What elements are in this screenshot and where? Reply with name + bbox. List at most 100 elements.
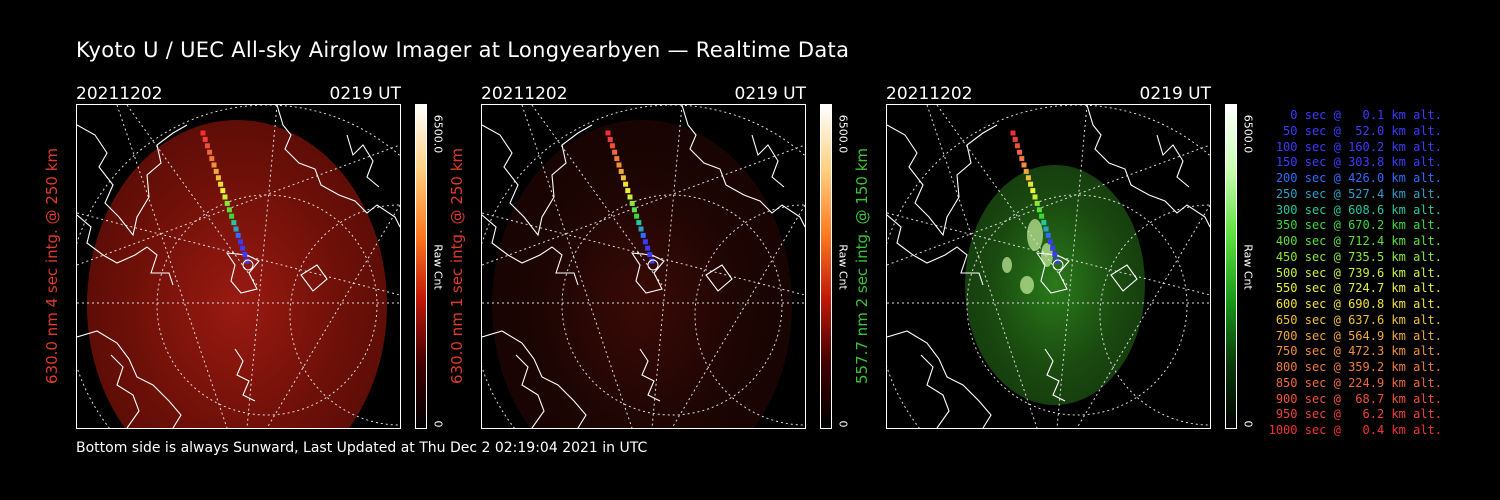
track-marker [1032, 194, 1038, 200]
track-marker [642, 239, 648, 245]
imager-panel-630nm-4sec: 20211202 0219 UT 630.0 nm 4 sec intg. @ … [43, 84, 476, 430]
legend-entry: 600 sec @ 690.8 km alt. [1275, 297, 1442, 311]
geo-grid [482, 105, 805, 428]
legend-entry: 150 sec @ 303.8 km alt. [1275, 155, 1442, 170]
station-marker [647, 259, 659, 271]
track-marker [638, 226, 644, 232]
track-marker [209, 156, 215, 162]
airglow-region [87, 120, 387, 428]
legend-entry: 250 sec @ 527.4 km alt. [1275, 186, 1442, 201]
colorbar-min: 0 [1241, 420, 1255, 428]
legend-entry: 950 sec @ 6.2 km alt. [1275, 407, 1442, 422]
track-marker [1036, 207, 1042, 213]
track-marker [1041, 220, 1047, 226]
colorbar-min: 0 [431, 420, 445, 428]
track-marker [1023, 168, 1029, 174]
track-marker [1050, 245, 1056, 251]
legend-entry: 300 sec @ 608.6 km alt. [1275, 202, 1442, 217]
track-marker [204, 143, 210, 149]
legend-entry: 100 sec @ 160.2 km alt. [1275, 139, 1442, 154]
legend-entry: 50 sec @ 52.0 km alt. [1283, 123, 1442, 138]
track-marker [233, 226, 239, 232]
imager-panel-557nm-2sec: 20211202 0219 UT 557.7 nm 2 sec intg. @ … [853, 84, 1286, 430]
track-marker [207, 149, 213, 155]
track-marker [618, 168, 624, 174]
track-marker [1010, 130, 1016, 136]
panel-date: 20211202 [481, 84, 568, 104]
panel-ylabel: 630.0 nm 4 sec intg. @ 250 km [43, 147, 61, 385]
panel-time: 0219 UT [1139, 84, 1212, 104]
track-marker [1025, 175, 1031, 181]
panel-date: 20211202 [886, 84, 973, 104]
track-marker [629, 200, 635, 206]
track-marker [1030, 188, 1036, 194]
colorbar-unit: Raw Cnt [1241, 244, 1255, 290]
track-marker [623, 181, 629, 187]
track-marker [1019, 156, 1025, 162]
airglow-region [492, 120, 792, 428]
legend-entry: 550 sec @ 724.7 km alt. [1275, 281, 1442, 296]
track-marker [625, 188, 631, 194]
allsky-image [76, 104, 401, 429]
legend-entry: 400 sec @ 712.4 km alt. [1275, 234, 1442, 248]
colorbar [415, 104, 427, 429]
track-marker [1054, 258, 1060, 264]
sky-map [887, 105, 1210, 428]
track-marker [218, 181, 224, 187]
legend-entry: 650 sec @ 637.6 km alt. [1275, 312, 1442, 327]
track-marker [240, 245, 246, 251]
panel-date: 20211202 [76, 84, 163, 104]
station-marker [1052, 259, 1064, 271]
aurora-patch [1002, 257, 1012, 273]
track-marker [631, 207, 637, 213]
track-marker [627, 194, 633, 200]
track-marker [645, 245, 651, 251]
legend-entry: 500 sec @ 739.6 km alt. [1275, 265, 1442, 280]
legend-entry: 850 sec @ 224.9 km alt. [1275, 375, 1442, 390]
track-marker [202, 136, 208, 142]
coastline [482, 105, 805, 428]
colorbar-max: 6500.0 [1241, 114, 1255, 154]
aurora-patch [1020, 276, 1034, 294]
track-marker [1052, 252, 1058, 258]
panel-time: 0219 UT [734, 84, 807, 104]
track-marker [1012, 136, 1018, 142]
track-marker [242, 252, 248, 258]
sky-map [482, 105, 805, 428]
legend-entry: 200 sec @ 426.0 km alt. [1275, 171, 1442, 185]
track-marker [244, 258, 250, 264]
coastline [887, 105, 1210, 428]
legend-entry: 900 sec @ 68.7 km alt. [1275, 391, 1442, 406]
legend-entry: 450 sec @ 735.5 km alt. [1275, 249, 1442, 264]
track-marker [1028, 181, 1034, 187]
track-marker [605, 130, 611, 136]
track-marker [237, 239, 243, 245]
track-marker [1014, 143, 1020, 149]
colorbar-min: 0 [836, 420, 850, 428]
legend-entry: 1000 sec @ 0.4 km alt. [1268, 423, 1442, 437]
panel-ylabel: 557.7 nm 2 sec intg. @ 150 km [853, 147, 871, 385]
track-marker [609, 143, 615, 149]
track-marker [614, 156, 620, 162]
colorbar [820, 104, 832, 429]
legend-entry: 350 sec @ 670.2 km alt. [1275, 218, 1442, 233]
track-marker [211, 162, 217, 168]
track-marker [213, 168, 219, 174]
sky-map [77, 105, 400, 428]
legend-entry: 800 sec @ 359.2 km alt. [1275, 360, 1442, 374]
track-marker [222, 194, 228, 200]
aurora-patch [1027, 219, 1043, 251]
track-marker [226, 207, 232, 213]
colorbar-unit: Raw Cnt [431, 244, 445, 290]
track-marker [1043, 226, 1049, 232]
legend-entry: 0 sec @ 0.1 km alt. [1290, 108, 1442, 122]
track-marker [231, 220, 237, 226]
track-marker [640, 232, 646, 238]
track-marker [620, 175, 626, 181]
track-marker [647, 252, 653, 258]
coastline [77, 105, 400, 428]
panel-time: 0219 UT [329, 84, 402, 104]
track-marker [636, 220, 642, 226]
legend-entry: 750 sec @ 472.3 km alt. [1275, 344, 1442, 359]
colorbar-max: 6500.0 [431, 114, 445, 154]
